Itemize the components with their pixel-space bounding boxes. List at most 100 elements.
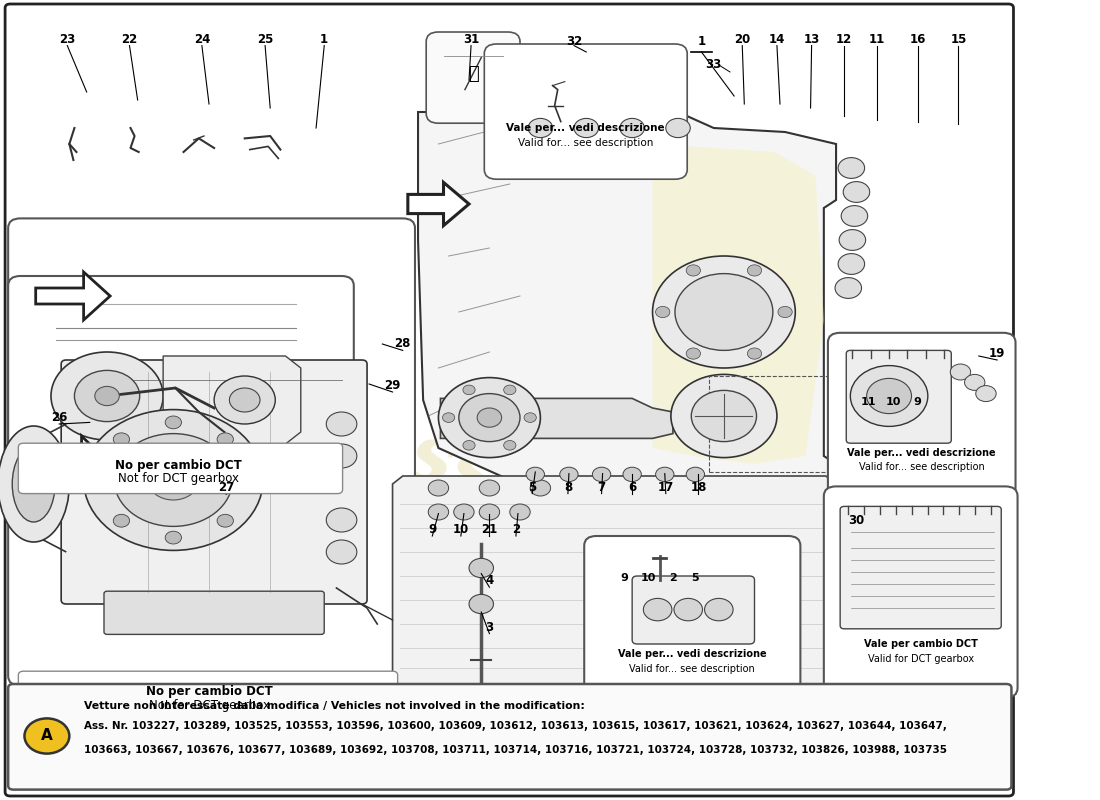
- Text: 6: 6: [628, 481, 636, 494]
- Text: 25: 25: [257, 33, 273, 46]
- Circle shape: [778, 306, 792, 318]
- FancyBboxPatch shape: [484, 44, 688, 179]
- Circle shape: [428, 480, 449, 496]
- Circle shape: [217, 514, 233, 527]
- Circle shape: [75, 370, 140, 422]
- Circle shape: [327, 444, 356, 468]
- Text: 29: 29: [384, 379, 400, 392]
- Text: 3: 3: [485, 621, 494, 634]
- Circle shape: [442, 413, 454, 422]
- Circle shape: [838, 158, 865, 178]
- Text: 19: 19: [989, 347, 1005, 360]
- Circle shape: [428, 504, 449, 520]
- Text: 28: 28: [395, 338, 411, 350]
- Circle shape: [113, 433, 130, 446]
- Circle shape: [835, 278, 861, 298]
- Circle shape: [459, 394, 520, 442]
- Circle shape: [95, 386, 119, 406]
- Circle shape: [214, 376, 275, 424]
- FancyBboxPatch shape: [426, 32, 520, 123]
- Circle shape: [691, 390, 757, 442]
- Circle shape: [504, 441, 516, 450]
- Circle shape: [524, 413, 537, 422]
- Circle shape: [560, 467, 579, 482]
- Circle shape: [327, 508, 356, 532]
- FancyBboxPatch shape: [8, 276, 354, 494]
- Text: 11: 11: [861, 397, 877, 406]
- Text: 23: 23: [59, 33, 76, 46]
- Circle shape: [24, 718, 69, 754]
- Text: 10: 10: [641, 573, 656, 582]
- Circle shape: [747, 265, 761, 276]
- Circle shape: [230, 388, 260, 412]
- FancyBboxPatch shape: [840, 506, 1001, 629]
- Text: Valid for... see description: Valid for... see description: [629, 664, 756, 674]
- Circle shape: [842, 206, 868, 226]
- Text: 31: 31: [463, 33, 480, 46]
- Circle shape: [528, 118, 552, 138]
- Circle shape: [463, 441, 475, 450]
- Text: Not for DCT gearbox: Not for DCT gearbox: [148, 699, 270, 712]
- Circle shape: [850, 366, 927, 426]
- Circle shape: [623, 467, 641, 482]
- Text: Vale per cambio DCT: Vale per cambio DCT: [864, 639, 978, 649]
- FancyBboxPatch shape: [6, 4, 1013, 796]
- Text: 🐴: 🐴: [468, 65, 478, 82]
- Circle shape: [839, 230, 866, 250]
- Text: 10: 10: [886, 397, 901, 406]
- Circle shape: [327, 412, 356, 436]
- Circle shape: [239, 474, 255, 486]
- Circle shape: [439, 378, 540, 458]
- Circle shape: [509, 504, 530, 520]
- Circle shape: [147, 460, 199, 500]
- FancyBboxPatch shape: [824, 486, 1018, 698]
- FancyBboxPatch shape: [8, 684, 1011, 790]
- Text: A: A: [41, 729, 53, 743]
- Circle shape: [504, 385, 516, 394]
- Circle shape: [656, 306, 670, 318]
- Text: 8: 8: [564, 481, 572, 494]
- Text: No per cambio DCT: No per cambio DCT: [145, 686, 273, 698]
- Circle shape: [469, 594, 494, 614]
- Circle shape: [976, 386, 997, 402]
- FancyBboxPatch shape: [19, 671, 397, 722]
- Text: 1: 1: [320, 33, 328, 46]
- Text: 103663, 103667, 103676, 103677, 103689, 103692, 103708, 103711, 103714, 103716, : 103663, 103667, 103676, 103677, 103689, …: [84, 746, 947, 755]
- Circle shape: [469, 558, 494, 578]
- Text: 5: 5: [692, 573, 700, 582]
- Circle shape: [686, 348, 701, 359]
- Text: 9: 9: [620, 573, 628, 582]
- Text: Vale per... vedi descrizione: Vale per... vedi descrizione: [847, 448, 996, 458]
- Circle shape: [644, 598, 672, 621]
- Text: 20: 20: [734, 33, 750, 46]
- FancyBboxPatch shape: [19, 443, 342, 494]
- Text: 13: 13: [803, 33, 820, 46]
- Circle shape: [327, 540, 356, 564]
- Text: 11: 11: [869, 33, 886, 46]
- Text: 16: 16: [910, 33, 926, 46]
- Circle shape: [217, 433, 233, 446]
- Text: 33: 33: [705, 58, 722, 70]
- Polygon shape: [163, 356, 300, 444]
- Text: 10: 10: [453, 523, 469, 536]
- Polygon shape: [652, 144, 824, 464]
- Polygon shape: [418, 112, 836, 496]
- Text: 27: 27: [218, 482, 234, 494]
- Circle shape: [165, 416, 182, 429]
- FancyBboxPatch shape: [632, 576, 755, 644]
- Circle shape: [965, 374, 985, 390]
- Circle shape: [656, 467, 674, 482]
- Text: passionate: passionate: [302, 383, 758, 609]
- Circle shape: [530, 480, 551, 496]
- Text: 7: 7: [597, 481, 606, 494]
- Circle shape: [838, 254, 865, 274]
- Text: 21: 21: [482, 523, 497, 536]
- Text: Vale per... vedi descrizione: Vale per... vedi descrizione: [506, 123, 666, 133]
- Text: 15: 15: [950, 33, 967, 46]
- Text: 14: 14: [769, 33, 785, 46]
- Text: 17: 17: [658, 481, 674, 494]
- Circle shape: [165, 531, 182, 544]
- Circle shape: [593, 467, 611, 482]
- FancyBboxPatch shape: [846, 350, 952, 443]
- Circle shape: [844, 182, 870, 202]
